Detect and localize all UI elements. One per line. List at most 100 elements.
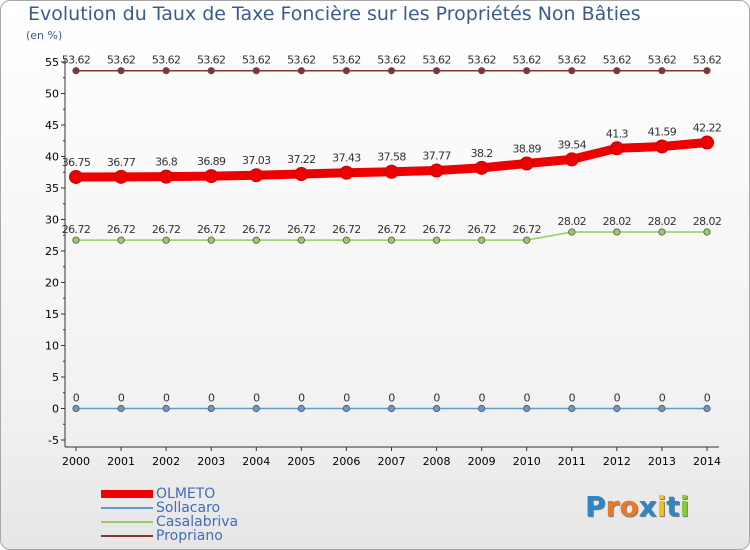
y-tick-label: 0 [52,403,59,416]
data-label-casalabriva: 26.72 [152,223,181,236]
data-point-casalabriva [703,228,711,236]
data-point-olmeto [384,164,399,179]
data-label-sollacaro: 0 [659,392,666,405]
data-label-sollacaro: 0 [478,392,485,405]
x-tick-label: 2000 [62,455,90,468]
data-point-casalabriva [297,236,305,244]
data-label-olmeto: 36.8 [155,156,178,169]
data-point-sollacaro [297,404,305,413]
data-label-olmeto: 42.22 [693,122,722,135]
legend-item-propriano: Propriano [101,529,238,543]
y-axis-unit-label: (en %) [26,29,63,42]
data-point-olmeto [69,169,83,184]
data-point-olmeto [700,135,714,150]
x-tick-label: 2004 [242,455,270,468]
data-label-casalabriva: 26.72 [107,223,136,236]
data-point-sollacaro [523,404,531,413]
data-label-sollacaro: 0 [118,392,125,405]
legend-label: Sollacaro [156,500,221,516]
data-point-sollacaro [342,404,351,413]
data-point-propriano [342,67,351,75]
data-label-olmeto: 41.3 [606,127,629,140]
data-point-propriano [703,67,711,75]
data-label-propriano: 53.62 [332,54,361,67]
data-label-sollacaro: 0 [343,392,350,405]
data-point-sollacaro [613,404,621,413]
legend-item-casalabriva: Casalabriva [101,515,238,529]
legend-label: Casalabriva [156,514,239,530]
data-label-sollacaro: 0 [614,392,621,405]
data-point-sollacaro [478,404,486,413]
data-label-sollacaro: 0 [298,392,305,405]
data-point-casalabriva [658,228,666,236]
data-point-olmeto [564,152,579,167]
data-label-casalabriva: 26.72 [512,223,541,236]
data-label-olmeto: 38.89 [512,142,541,155]
x-tick-label: 2005 [287,455,315,468]
data-point-casalabriva [613,228,621,236]
data-point-olmeto [474,160,489,175]
data-label-propriano: 53.62 [693,54,722,67]
y-tick-label: 25 [45,245,59,258]
logo-letter: P [585,490,606,523]
data-point-sollacaro [568,404,576,413]
data-label-propriano: 53.62 [422,54,451,67]
data-point-propriano [478,67,486,75]
data-point-propriano [568,67,576,75]
x-tick-label: 2009 [468,455,496,468]
data-point-sollacaro [162,404,170,413]
data-point-casalabriva [162,236,170,244]
data-point-propriano [207,67,215,75]
data-label-propriano: 53.62 [648,54,677,67]
data-label-sollacaro: 0 [253,392,260,405]
data-point-propriano [613,67,621,75]
data-label-casalabriva: 28.02 [603,215,632,228]
data-point-propriano [432,67,441,75]
data-label-propriano: 53.62 [62,54,91,67]
x-tick-label: 2010 [513,455,541,468]
x-tick-label: 2014 [693,455,721,468]
data-label-olmeto: 36.75 [62,156,91,169]
data-point-olmeto [159,169,174,184]
axes-group: -5 0 5 10 15 20 25 30 35 40 45 50 55 2000 2001 2002 2003… [45,56,721,468]
y-tick-label: 40 [45,151,59,164]
data-point-propriano [72,67,80,75]
legend-swatch [101,490,153,498]
data-label-propriano: 53.62 [152,54,181,67]
data-label-casalabriva: 28.02 [648,215,677,228]
y-tick-label: 15 [45,308,59,321]
data-point-casalabriva [523,236,531,244]
legend-item-sollacaro: Sollacaro [101,501,238,515]
data-point-casalabriva [432,236,441,244]
y-tick-label: 20 [45,277,59,290]
data-point-casalabriva [478,236,486,244]
x-tick-label: 2002 [152,455,180,468]
data-point-casalabriva [342,236,351,244]
data-label-propriano: 53.62 [197,54,226,67]
data-label-olmeto: 38.2 [471,147,493,160]
data-point-olmeto [609,141,624,156]
x-tick-label: 2013 [648,455,676,468]
logo-letter: i [679,490,690,523]
data-label-olmeto: 37.43 [332,152,361,165]
y-tick-label: 50 [45,88,59,101]
data-label-propriano: 53.62 [512,54,541,67]
data-label-sollacaro: 0 [524,392,531,405]
data-label-propriano: 53.62 [467,54,496,67]
y-tick-label: 5 [52,371,59,384]
data-label-olmeto: 41.59 [648,125,677,138]
data-label-casalabriva: 28.02 [558,215,587,228]
data-point-olmeto [204,169,219,184]
y-tick-label: 55 [45,56,59,69]
series-group [69,67,714,413]
x-tick-label: 2001 [107,455,135,468]
data-label-casalabriva: 26.72 [467,223,496,236]
data-label-olmeto: 37.58 [377,151,406,164]
chart-title: Evolution du Taux de Taxe Foncière sur l… [28,3,641,25]
data-point-sollacaro [117,404,125,413]
data-label-sollacaro: 0 [569,392,576,405]
legend-swatch [101,535,153,537]
data-point-olmeto [429,163,444,178]
